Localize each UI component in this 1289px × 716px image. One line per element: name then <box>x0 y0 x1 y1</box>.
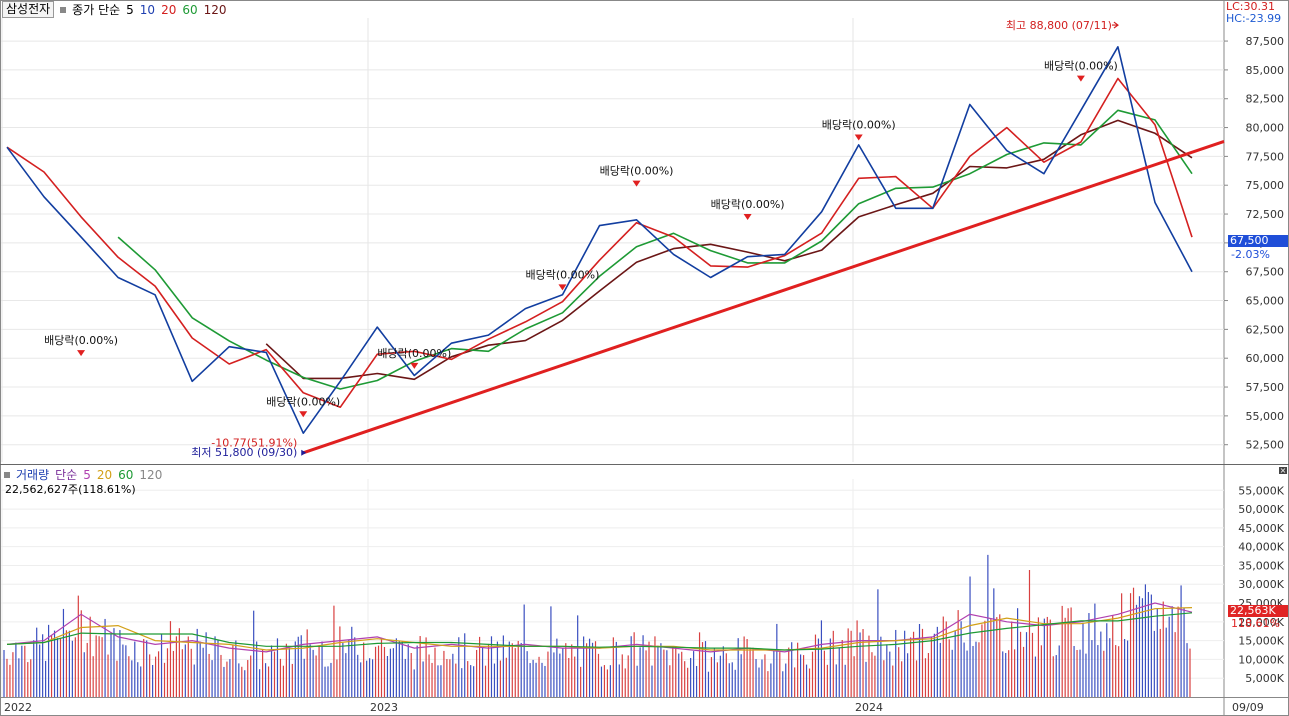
volume-tick-label: 40,000K <box>1238 541 1284 554</box>
ticker-name[interactable]: 삼성전자 <box>2 1 55 18</box>
price-tick-label: 62,500 <box>1246 323 1285 336</box>
price-tick-label: 85,000 <box>1246 64 1285 77</box>
ex-dividend-label: 배당락(0.00%) <box>266 395 340 408</box>
price-legend: 삼성전자 종가 단순 5 10 20 60 120 <box>2 1 227 18</box>
ex-dividend-label: 배당락(0.00%) <box>1044 60 1118 73</box>
volume-label: 거래량 <box>16 468 50 482</box>
price-tick-label: 80,000 <box>1246 122 1285 135</box>
volume-tick-label: 5,000K <box>1245 672 1284 685</box>
date-tick-label: 2023 <box>370 701 398 714</box>
volume-tick-label: 15,000K <box>1238 635 1284 648</box>
low-annotation: 최저 51,800 (09/30) <box>191 446 297 459</box>
date-axis: 2022 2023 2024 09/09 <box>4 701 1264 714</box>
price-tick-label: 65,000 <box>1246 295 1285 308</box>
ex-dividend-arrow-icon <box>743 214 752 221</box>
volume-ma60-line <box>6 612 1193 651</box>
change-annotation: -10.77(51.91%) <box>211 436 297 449</box>
ex-dividend-arrow-icon <box>854 134 863 141</box>
ex-dividend-arrow-icon <box>299 411 308 418</box>
volume-tick-label: 10,000K <box>1238 653 1284 666</box>
ex-dividend-label: 배당락(0.00%) <box>822 118 896 131</box>
volume-info: 22,562,627주(118.61%) <box>5 483 136 496</box>
price-tick-label: 82,500 <box>1246 93 1285 106</box>
last-volume-pct: 118.61% <box>1231 617 1280 630</box>
ex-dividend-arrow-icon <box>410 362 419 369</box>
ma-60-label: 60 <box>182 2 198 17</box>
volume-legend: 거래량 단순 5 20 60 120 <box>2 466 162 483</box>
legend-square-icon <box>60 6 67 13</box>
volume-gridlines <box>1 479 1224 697</box>
ma-120-label: 120 <box>203 2 227 17</box>
price-annotations: 최고 88,800 (07/11) 최저 51,800 (09/30)-10.77… <box>44 19 1119 459</box>
vol-ma-20-label: 20 <box>96 467 113 482</box>
price-tick-label: 72,500 <box>1246 208 1285 221</box>
date-tick-label: 2022 <box>4 701 32 714</box>
vol-ma-120-label: 120 <box>139 467 163 482</box>
ex-dividend-label: 배당락(0.00%) <box>600 165 674 178</box>
volume-ma20-line <box>6 607 1193 651</box>
high-annotation: 최고 88,800 (07/11) <box>1006 19 1112 32</box>
hc-label: HC:-23.99 <box>1226 12 1282 25</box>
price-tick-label: 52,500 <box>1246 439 1285 452</box>
last-volume-badge: 22,563K <box>1228 605 1288 617</box>
volume-tick-label: 50,000K <box>1238 503 1284 516</box>
high-arrow-icon <box>1111 21 1119 29</box>
support-trendline <box>302 139 1225 455</box>
volume-tick-label: 55,000K <box>1238 484 1284 497</box>
ma20-line <box>6 77 1193 408</box>
ma120-line <box>265 119 1193 381</box>
volume-legend-square-icon <box>4 471 10 478</box>
ex-dividend-arrow-icon <box>632 180 641 187</box>
ex-dividend-arrow-icon <box>1076 75 1085 82</box>
price-line <box>6 46 1193 434</box>
last-price-badge: 67,500 <box>1228 235 1288 247</box>
volume-tick-label: 30,000K <box>1238 578 1284 591</box>
ex-dividend-label: 배당락(0.00%) <box>44 334 118 347</box>
ma60-line <box>117 109 1193 390</box>
price-tick-label: 60,000 <box>1246 352 1285 365</box>
ex-dividend-arrow-icon <box>77 350 86 357</box>
ex-dividend-label: 배당락(0.00%) <box>526 268 600 281</box>
date-tick-label: 09/09 <box>1232 701 1264 714</box>
price-tick-label: 77,500 <box>1246 150 1285 163</box>
price-tick-label: 57,500 <box>1246 381 1285 394</box>
price-tick-label: 67,500 <box>1246 266 1285 279</box>
ex-dividend-label: 배당락(0.00%) <box>377 347 451 360</box>
price-tick-label: 87,500 <box>1246 35 1285 48</box>
price-tick-label: 75,000 <box>1246 179 1285 192</box>
lc-label: LC:30.31 <box>1226 0 1276 13</box>
vol-ma-5-label: 5 <box>83 467 91 482</box>
price-tick-label: 55,000 <box>1246 410 1285 423</box>
volume-axis: 5,000K10,000K15,000K20,000K25,000K30,000… <box>1238 484 1284 685</box>
price-series <box>6 46 1225 455</box>
ma-20-label: 20 <box>161 2 177 17</box>
date-tick-label: 2024 <box>855 701 883 714</box>
volume-tick-label: 20,000K <box>1238 616 1284 629</box>
last-change: -2.03% <box>1231 248 1270 261</box>
legend-label: 종가 단순 <box>72 3 121 17</box>
close-icon[interactable]: × <box>1279 466 1287 475</box>
volume-tick-label: 35,000K <box>1238 559 1284 572</box>
ma-5-label: 5 <box>126 2 134 17</box>
volume-bars <box>3 554 1193 697</box>
ma-10-label: 10 <box>139 2 156 17</box>
volume-legend-label: 단순 <box>55 468 78 482</box>
volume-tick-label: 45,000K <box>1238 522 1284 535</box>
low-marker-icon <box>301 449 307 456</box>
vol-ma-60-label: 60 <box>118 467 134 482</box>
ex-dividend-label: 배당락(0.00%) <box>711 198 785 211</box>
ex-dividend-arrow-icon <box>558 284 567 291</box>
price-gridlines <box>1 18 1224 462</box>
